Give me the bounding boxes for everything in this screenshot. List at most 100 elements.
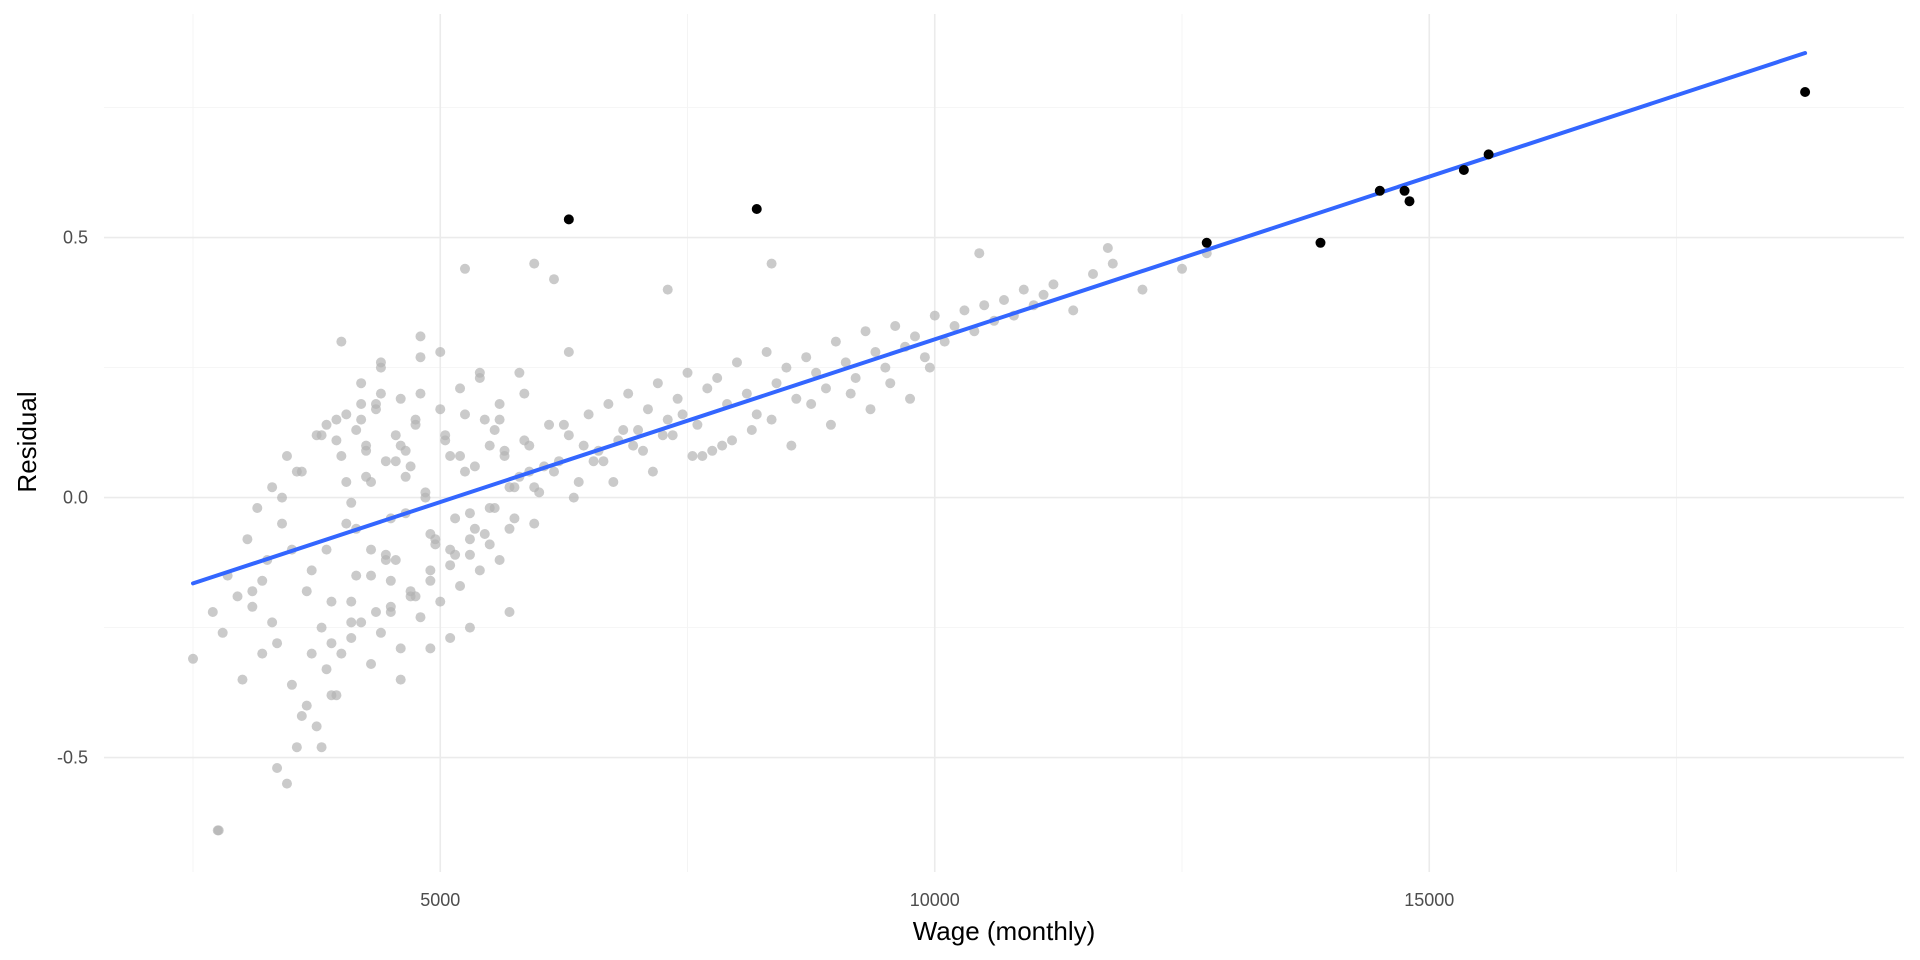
data-point bbox=[445, 451, 456, 461]
data-point bbox=[1177, 263, 1188, 274]
highlighted-point bbox=[1374, 185, 1385, 196]
data-point bbox=[326, 596, 337, 607]
data-point bbox=[346, 596, 357, 607]
data-point bbox=[682, 367, 693, 378]
data-point bbox=[489, 503, 500, 513]
data-point bbox=[672, 393, 683, 404]
data-point bbox=[890, 321, 901, 331]
residual-points bbox=[188, 243, 1212, 836]
data-point bbox=[286, 679, 297, 690]
highlighted-points bbox=[563, 87, 1811, 248]
fit-line bbox=[191, 51, 1808, 586]
data-point bbox=[578, 440, 589, 451]
data-point bbox=[306, 648, 317, 659]
data-point bbox=[707, 445, 718, 456]
y-tick-label: -0.5 bbox=[57, 748, 88, 768]
data-point bbox=[766, 414, 777, 425]
data-point bbox=[771, 378, 782, 389]
data-point bbox=[420, 492, 431, 503]
data-point bbox=[544, 419, 555, 430]
data-point bbox=[326, 638, 337, 649]
data-point bbox=[509, 513, 520, 524]
data-point bbox=[825, 419, 836, 430]
data-point bbox=[727, 435, 738, 446]
x-tick-label: 15000 bbox=[1404, 890, 1454, 910]
data-point bbox=[741, 388, 752, 399]
data-point bbox=[252, 503, 263, 513]
data-point bbox=[1137, 284, 1148, 295]
data-point bbox=[405, 461, 416, 472]
data-point bbox=[217, 627, 228, 638]
data-point bbox=[445, 560, 456, 571]
data-point bbox=[356, 378, 367, 389]
data-point bbox=[301, 586, 312, 597]
data-point bbox=[351, 570, 362, 581]
data-point bbox=[346, 497, 357, 508]
data-point bbox=[450, 549, 461, 560]
data-point bbox=[811, 367, 822, 378]
data-point bbox=[390, 555, 401, 565]
data-point bbox=[316, 622, 327, 633]
data-point bbox=[385, 575, 396, 586]
data-point bbox=[296, 711, 307, 721]
data-point bbox=[257, 575, 268, 586]
data-point bbox=[489, 425, 500, 435]
data-point bbox=[959, 305, 970, 316]
data-point bbox=[247, 586, 258, 597]
highlighted-point bbox=[563, 214, 574, 225]
data-point bbox=[563, 347, 574, 357]
data-point bbox=[870, 347, 881, 357]
data-point bbox=[435, 347, 446, 357]
data-point bbox=[494, 399, 505, 409]
data-point bbox=[440, 430, 451, 441]
data-point bbox=[459, 409, 470, 420]
data-point bbox=[306, 565, 317, 576]
data-point bbox=[455, 451, 466, 461]
data-point bbox=[415, 612, 426, 623]
highlighted-point bbox=[1201, 237, 1212, 248]
data-point bbox=[291, 742, 302, 753]
data-point bbox=[662, 414, 673, 425]
data-point bbox=[860, 326, 871, 337]
data-point bbox=[880, 362, 891, 373]
data-point bbox=[366, 544, 377, 555]
data-point bbox=[316, 742, 327, 753]
y-axis-title: Residual bbox=[12, 391, 42, 492]
data-point bbox=[385, 601, 396, 612]
data-point bbox=[395, 440, 406, 451]
data-point bbox=[885, 378, 896, 389]
data-point bbox=[351, 425, 362, 435]
data-point bbox=[277, 492, 288, 503]
data-point bbox=[514, 367, 525, 378]
highlighted-point bbox=[1483, 149, 1494, 160]
data-point bbox=[1048, 279, 1059, 290]
data-point bbox=[865, 404, 876, 415]
highlighted-point bbox=[1404, 196, 1415, 207]
data-point bbox=[598, 456, 609, 467]
data-point bbox=[331, 435, 342, 446]
data-point bbox=[717, 440, 728, 451]
data-point bbox=[588, 456, 599, 467]
data-point bbox=[647, 466, 658, 477]
data-point bbox=[336, 648, 347, 659]
data-point bbox=[267, 482, 278, 493]
data-point bbox=[435, 404, 446, 415]
data-point bbox=[1038, 289, 1049, 300]
data-point bbox=[257, 648, 268, 659]
data-point bbox=[494, 555, 505, 565]
data-point bbox=[415, 331, 426, 342]
data-point bbox=[1018, 284, 1029, 295]
data-point bbox=[939, 336, 950, 347]
data-point bbox=[642, 404, 653, 415]
y-tick-label: 0.5 bbox=[63, 228, 88, 248]
data-point bbox=[375, 357, 386, 368]
fit-line-layer bbox=[191, 51, 1808, 586]
highlighted-point bbox=[751, 204, 762, 214]
data-point bbox=[331, 414, 342, 425]
data-point bbox=[979, 300, 990, 311]
grid bbox=[104, 14, 1904, 872]
data-point bbox=[781, 362, 792, 373]
data-point bbox=[529, 258, 540, 269]
data-point bbox=[390, 456, 401, 467]
